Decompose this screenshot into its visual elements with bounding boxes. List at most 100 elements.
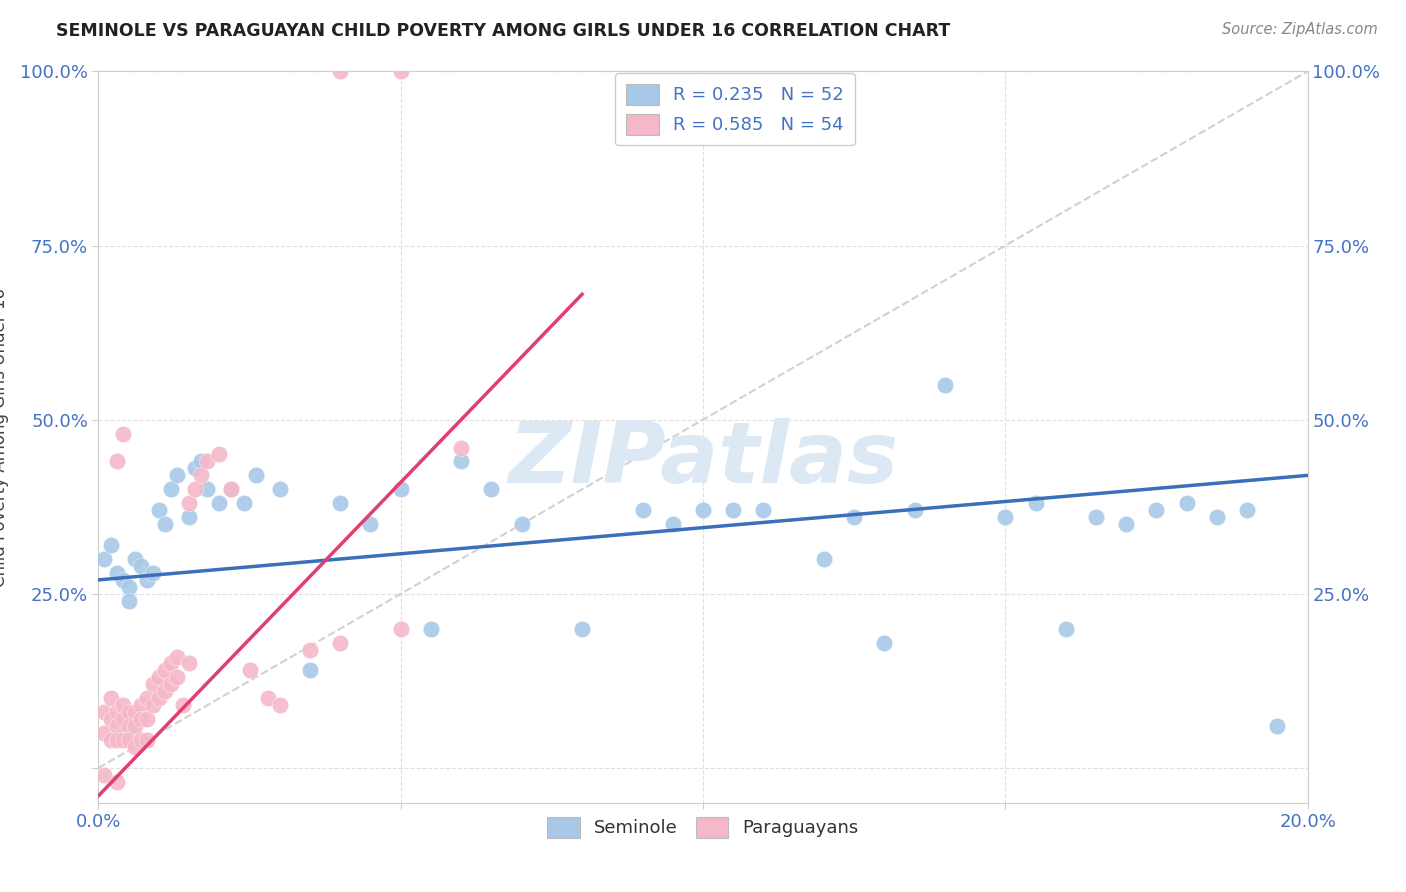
Point — [934, 377, 956, 392]
Point — [631, 503, 654, 517]
Point — [172, 698, 194, 713]
Point — [389, 622, 412, 636]
Point — [190, 468, 212, 483]
Point — [184, 461, 207, 475]
Point — [129, 733, 152, 747]
Point — [481, 483, 503, 497]
Point — [813, 552, 835, 566]
Point — [148, 670, 170, 684]
Point — [153, 517, 176, 532]
Point — [844, 510, 866, 524]
Point — [142, 698, 165, 713]
Point — [389, 483, 412, 497]
Point — [135, 573, 157, 587]
Point — [111, 712, 134, 726]
Point — [510, 517, 533, 532]
Point — [221, 483, 243, 497]
Point — [195, 483, 218, 497]
Point — [129, 558, 152, 573]
Point — [1206, 510, 1229, 524]
Point — [329, 635, 352, 649]
Point — [129, 698, 152, 713]
Point — [142, 566, 165, 580]
Point — [1054, 622, 1077, 636]
Point — [135, 712, 157, 726]
Point — [184, 483, 207, 497]
Point — [1267, 719, 1289, 733]
Point — [245, 468, 267, 483]
Point — [105, 719, 128, 733]
Point — [661, 517, 683, 532]
Point — [93, 552, 115, 566]
Point — [118, 594, 141, 608]
Point — [93, 705, 115, 719]
Point — [111, 698, 134, 713]
Point — [221, 483, 243, 497]
Point — [142, 677, 165, 691]
Point — [450, 441, 472, 455]
Point — [105, 454, 128, 468]
Point — [195, 454, 218, 468]
Point — [129, 712, 152, 726]
Point — [571, 622, 593, 636]
Point — [135, 733, 157, 747]
Point — [179, 496, 201, 510]
Point — [450, 454, 472, 468]
Point — [269, 483, 291, 497]
Point — [904, 503, 927, 517]
Point — [232, 496, 254, 510]
Point — [190, 454, 212, 468]
Point — [1236, 503, 1258, 517]
Point — [692, 503, 714, 517]
Point — [100, 538, 122, 552]
Point — [148, 503, 170, 517]
Point — [239, 664, 262, 678]
Point — [118, 719, 141, 733]
Point — [153, 664, 176, 678]
Text: Source: ZipAtlas.com: Source: ZipAtlas.com — [1222, 22, 1378, 37]
Point — [994, 510, 1017, 524]
Point — [329, 64, 352, 78]
Point — [256, 691, 278, 706]
Point — [208, 496, 231, 510]
Point — [111, 573, 134, 587]
Point — [124, 705, 146, 719]
Point — [118, 733, 141, 747]
Point — [160, 657, 183, 671]
Text: ZIPatlas: ZIPatlas — [508, 417, 898, 500]
Point — [118, 580, 141, 594]
Text: SEMINOLE VS PARAGUAYAN CHILD POVERTY AMONG GIRLS UNDER 16 CORRELATION CHART: SEMINOLE VS PARAGUAYAN CHILD POVERTY AMO… — [56, 22, 950, 40]
Point — [160, 677, 183, 691]
Point — [105, 566, 128, 580]
Point — [723, 503, 745, 517]
Point — [100, 733, 122, 747]
Point — [166, 468, 188, 483]
Point — [111, 733, 134, 747]
Point — [166, 670, 188, 684]
Point — [1024, 496, 1046, 510]
Point — [105, 775, 128, 789]
Point — [299, 642, 322, 657]
Point — [124, 719, 146, 733]
Point — [160, 483, 183, 497]
Point — [1144, 503, 1167, 517]
Point — [93, 726, 115, 740]
Point — [752, 503, 775, 517]
Point — [93, 768, 115, 782]
Point — [100, 712, 122, 726]
Point — [873, 635, 896, 649]
Legend: Seminole, Paraguayans: Seminole, Paraguayans — [540, 810, 866, 845]
Point — [124, 740, 146, 755]
Point — [1115, 517, 1137, 532]
Point — [420, 622, 443, 636]
Point — [179, 510, 201, 524]
Point — [118, 705, 141, 719]
Point — [299, 664, 322, 678]
Point — [360, 517, 382, 532]
Point — [100, 691, 122, 706]
Point — [124, 552, 146, 566]
Point — [269, 698, 291, 713]
Point — [1085, 510, 1108, 524]
Point — [105, 705, 128, 719]
Point — [208, 448, 231, 462]
